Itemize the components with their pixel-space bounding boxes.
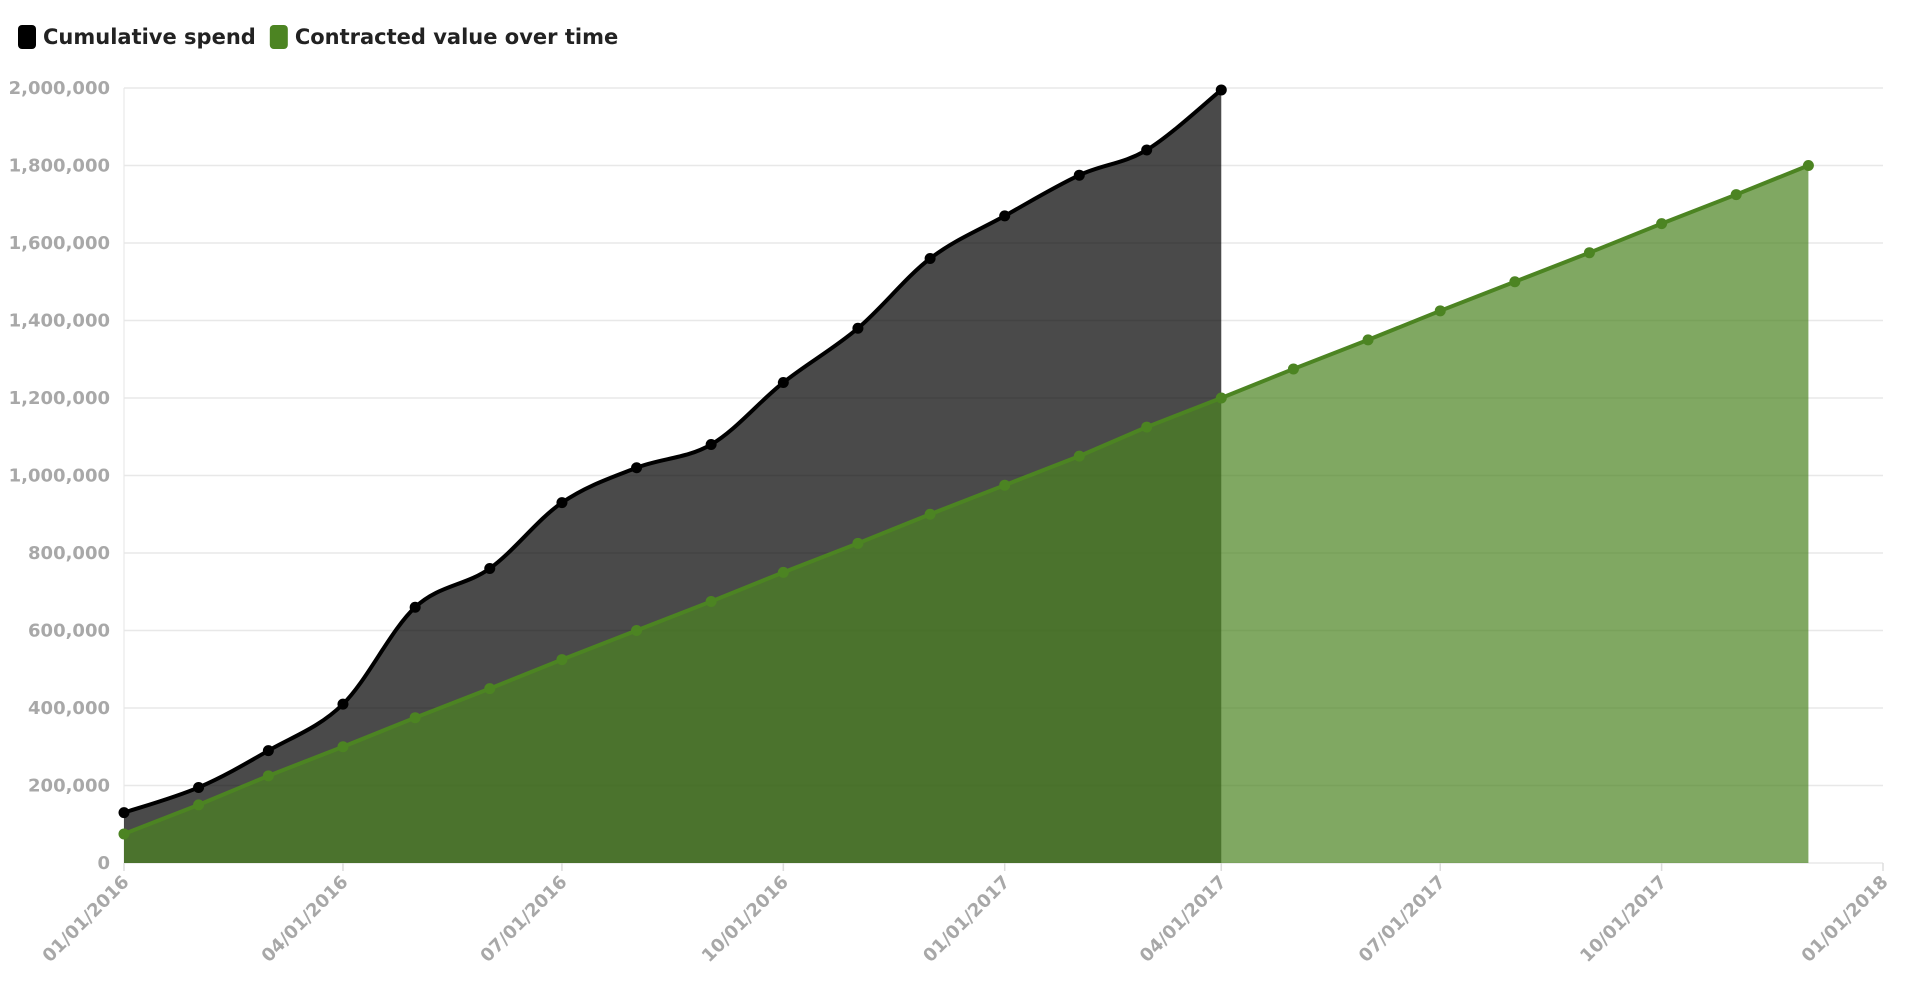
point [118,807,130,819]
point [193,781,205,793]
y-tick-label: 400,000 [28,698,110,719]
y-tick-label: 200,000 [28,776,110,797]
y-tick-label: 1,800,000 [9,156,110,177]
x-tick-label: 07/01/2017 [1355,872,1450,967]
y-tick-label: 0 [97,853,110,874]
point [852,537,864,549]
point [1073,169,1085,181]
point [924,253,936,264]
x-tick-label: 04/01/2016 [258,872,353,967]
point [1287,363,1299,375]
x-tick-label: 01/01/2016 [39,872,134,967]
x-tick-label: 01/01/2018 [1798,872,1893,967]
point [1362,334,1374,346]
point [631,625,643,636]
point [262,745,274,757]
point [1434,305,1446,317]
point [924,508,936,520]
point [409,601,421,613]
legend-label: Contracted value over time [295,25,618,49]
point [1583,247,1595,259]
point [999,210,1011,222]
point [1730,189,1742,201]
point [852,322,864,334]
x-tick-label: 07/01/2016 [476,872,571,967]
point [999,479,1011,491]
point [484,683,496,695]
y-tick-label: 1,000,000 [9,466,110,487]
legend-item: Contracted value over time [269,25,618,49]
y-tick-label: 800,000 [28,543,110,564]
point [409,712,421,724]
point [777,566,789,578]
point [484,563,496,574]
point [1802,160,1814,171]
legend-swatch [269,25,288,49]
point [1073,450,1085,462]
legend-swatch [18,25,36,49]
point [777,377,789,388]
point [705,595,717,607]
point [193,799,205,811]
y-tick-label: 1,600,000 [9,233,110,254]
x-tick-label: 04/01/2017 [1136,872,1231,967]
y-tick-label: 2,000,000 [9,78,110,99]
legend-item: Cumulative spend [18,25,256,49]
point [631,462,643,474]
x-tick-label: 10/01/2016 [698,872,793,967]
point [1141,421,1153,433]
point [1509,276,1521,288]
point [118,828,130,840]
point [1215,84,1227,96]
point [337,698,349,710]
area [124,165,1809,863]
point [556,497,568,509]
legend-label: Cumulative spend [43,25,256,49]
point [1141,144,1153,156]
y-tick-label: 1,200,000 [9,388,110,409]
point [1215,392,1227,404]
y-tick-label: 600,000 [28,621,110,642]
point [337,741,349,753]
point [1656,218,1668,230]
point [262,770,274,782]
x-tick-label: 10/01/2017 [1576,872,1671,967]
point [705,439,717,450]
x-tick-label: 01/01/2017 [919,872,1014,967]
y-tick-label: 1,400,000 [9,311,110,332]
point [556,654,568,666]
line [123,88,1223,815]
line [123,163,1810,836]
